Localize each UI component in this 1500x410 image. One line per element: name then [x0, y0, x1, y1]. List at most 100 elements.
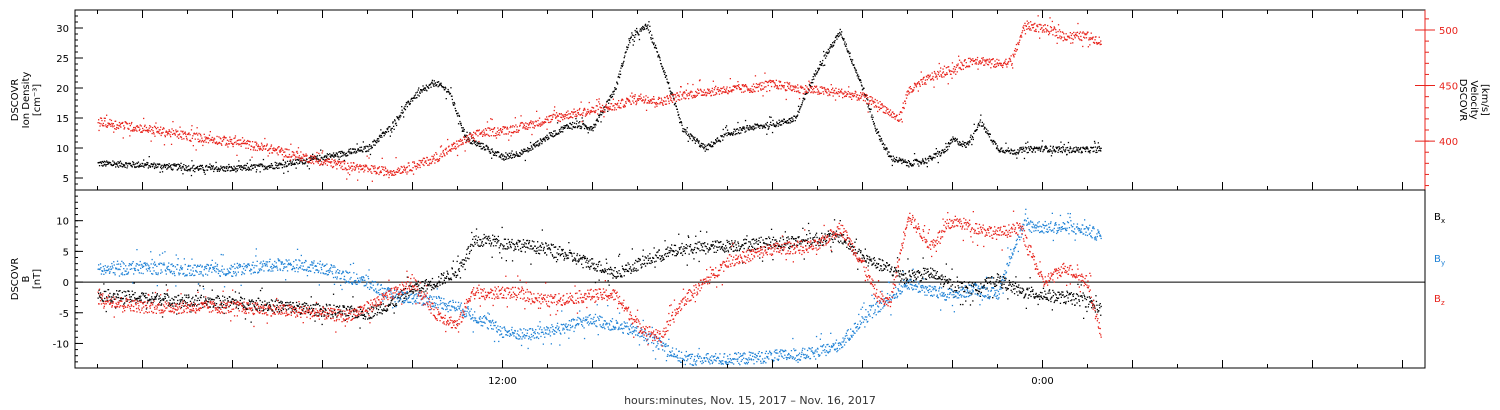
data-point: [296, 150, 298, 153]
data-point: [1043, 31, 1045, 33]
data-point: [209, 140, 211, 142]
data-point: [1075, 150, 1077, 153]
data-point: [752, 83, 755, 85]
data-point: [525, 122, 527, 124]
data-point: [482, 147, 484, 149]
data-point: [169, 134, 171, 136]
data-point: [842, 37, 844, 40]
data-point: [1048, 150, 1051, 153]
data-point: [551, 118, 553, 121]
data-point: [1062, 31, 1064, 33]
data-point: [663, 70, 665, 72]
data-point: [234, 135, 237, 137]
data-point: [350, 162, 352, 164]
data-point: [313, 158, 315, 160]
data-point: [116, 290, 118, 292]
data-point: [761, 88, 764, 90]
data-point: [789, 88, 791, 90]
data-point: [106, 299, 108, 301]
data-point: [559, 131, 561, 133]
data-point: [215, 297, 217, 299]
data-point: [946, 72, 948, 74]
data-point: [265, 167, 267, 169]
data-point: [256, 142, 258, 144]
data-point: [936, 78, 938, 80]
data-point: [626, 48, 628, 51]
data-point: [236, 165, 238, 167]
data-point: [837, 91, 839, 93]
data-point: [389, 304, 391, 306]
data-point: [749, 89, 751, 92]
data-point: [112, 126, 114, 128]
data-point: [869, 100, 872, 102]
data-point: [287, 156, 290, 158]
data-point: [917, 90, 919, 92]
data-point: [257, 303, 259, 306]
data-point: [761, 85, 763, 87]
data-point: [317, 160, 319, 163]
data-point: [535, 141, 537, 144]
data-point: [251, 309, 254, 311]
data-point: [477, 141, 479, 144]
data-point: [376, 139, 378, 141]
data-point: [772, 123, 775, 125]
data-point: [341, 151, 344, 154]
data-point: [564, 127, 566, 129]
data-point: [1046, 29, 1048, 31]
data-point: [449, 149, 452, 151]
data-point: [211, 289, 213, 291]
data-point: [486, 121, 489, 123]
data-point: [721, 91, 723, 93]
data-point: [835, 35, 838, 37]
data-point: [843, 95, 846, 98]
data-point: [384, 309, 386, 311]
data-point: [116, 163, 118, 165]
data-point: [581, 113, 583, 115]
data-point: [999, 149, 1001, 152]
data-point: [584, 124, 586, 126]
data-point: [998, 149, 1000, 152]
data-point: [712, 145, 714, 148]
data-point: [420, 162, 423, 164]
data-point: [359, 146, 361, 149]
data-point: [641, 100, 643, 102]
data-point: [842, 39, 845, 41]
data-point: [598, 98, 600, 100]
data-point: [619, 70, 621, 72]
data-point: [154, 166, 156, 168]
data-point: [267, 149, 269, 152]
data-point: [962, 68, 964, 70]
data-point: [764, 72, 766, 74]
data-point: [582, 114, 584, 117]
data-point: [659, 59, 661, 61]
data-point: [754, 75, 757, 77]
data-point: [283, 172, 285, 174]
data-point: [489, 150, 491, 153]
data-point: [994, 66, 997, 68]
data-point: [418, 87, 420, 89]
data-point: [856, 99, 858, 101]
data-point: [697, 92, 699, 95]
data-point: [179, 133, 181, 135]
data-point: [741, 91, 743, 93]
data-point: [567, 117, 570, 120]
data-point: [979, 119, 982, 121]
data-point: [290, 164, 292, 166]
data-point: [1080, 35, 1082, 38]
data-point: [451, 145, 453, 147]
data-point: [374, 140, 376, 142]
data-point: [531, 133, 533, 136]
data-point: [253, 146, 256, 148]
data-point: [451, 98, 453, 101]
data-point: [197, 297, 199, 299]
data-point: [1004, 60, 1006, 62]
data-point: [534, 146, 536, 148]
data-point: [491, 128, 493, 130]
data-point: [833, 92, 835, 94]
data-point: [814, 75, 816, 77]
data-point: [432, 84, 435, 86]
data-point: [898, 157, 901, 159]
data-point: [516, 126, 518, 128]
data-point: [483, 131, 485, 133]
data-point: [468, 141, 470, 143]
